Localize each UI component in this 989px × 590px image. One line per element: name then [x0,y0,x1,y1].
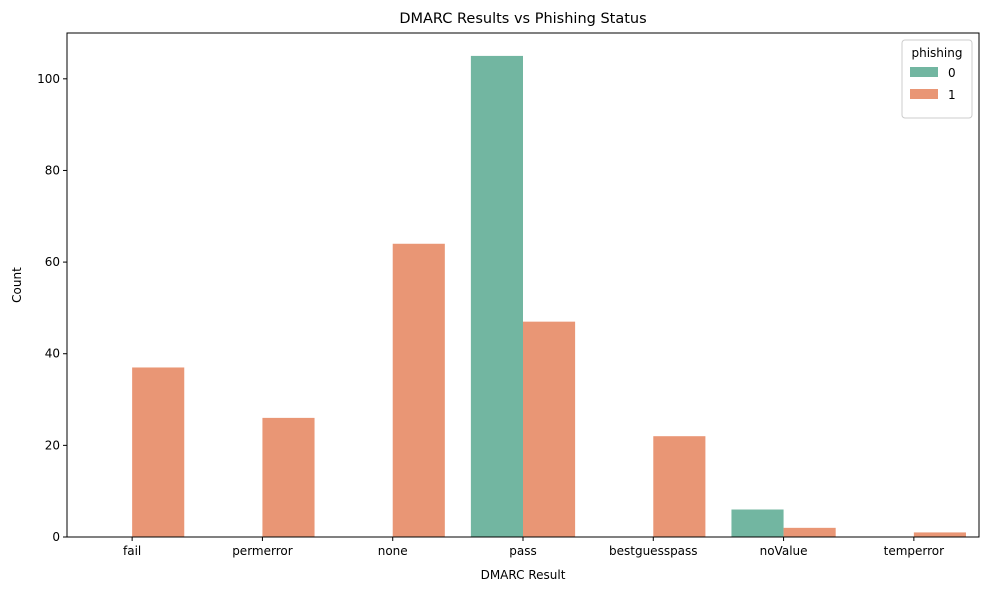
x-axis-label: DMARC Result [481,568,566,582]
legend: phishing 0 1 [901,39,973,119]
bar-fail-series-1 [132,367,185,537]
bar-none-series-1 [392,243,445,537]
bar-pass-series-1 [523,321,576,537]
bar-noValue-series-1 [783,527,836,537]
chart-title: DMARC Results vs Phishing Status [399,11,646,27]
bar-pass-series-0 [470,55,523,538]
y-tick-label: 40 [45,347,60,361]
plot-area: 0 20 40 60 80 100 fail permerror none pass bestgue… [37,32,980,558]
x-tick-label: temperror [884,544,945,558]
y-tick-label: 0 [52,530,60,544]
y-axis-label: Count [10,267,24,303]
bar-bestguesspass-series-1 [653,436,706,537]
bar-temperror-series-1 [913,532,966,537]
x-tick-label: noValue [760,544,808,558]
x-tick-label: pass [509,544,536,558]
legend-swatch-1 [910,89,938,99]
y-tick-label: 60 [45,255,60,269]
legend-label-0: 0 [948,66,956,80]
legend-swatch-0 [910,67,938,77]
x-tick-label: permerror [232,544,293,558]
x-tick-label: fail [123,544,141,558]
bar-noValue-series-0 [731,509,784,537]
y-tick-label: 80 [45,163,60,177]
y-tick-label: 100 [37,72,60,86]
x-tick-label: none [378,544,408,558]
legend-label-1: 1 [948,88,956,102]
legend-title: phishing [912,46,963,60]
y-tick-label: 20 [45,438,60,452]
x-tick-label: bestguesspass [609,544,698,558]
bar-permerror-series-1 [262,417,315,537]
